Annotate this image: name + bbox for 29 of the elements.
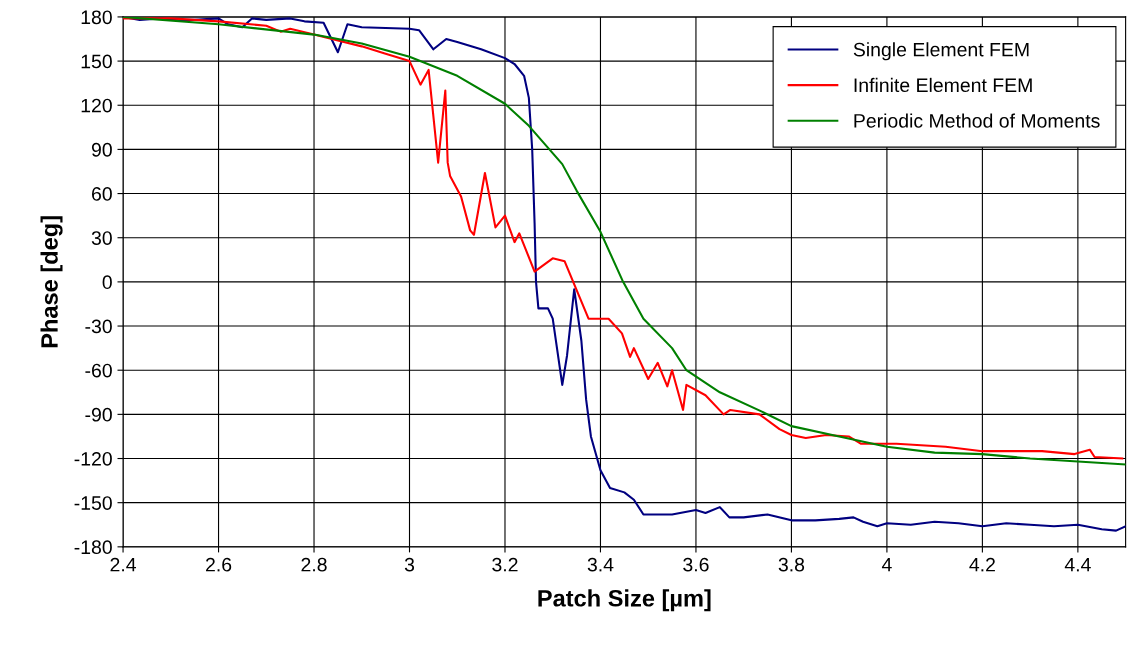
x-tick-label: 2.6 (206, 557, 232, 572)
x-tick-label: 2.8 (301, 557, 327, 572)
y-tick-label: -60 (85, 363, 112, 378)
y-tick-label: 150 (81, 54, 112, 69)
y-axis-title: Phase [deg] (40, 216, 63, 348)
y-tick-label: 120 (81, 98, 112, 113)
y-tick-label: 60 (92, 187, 112, 201)
y-tick-label: 90 (91, 142, 112, 157)
y-tick-label: -120 (74, 451, 112, 466)
y-tick-label: -180 (74, 540, 112, 555)
x-tick-label: 3.6 (683, 557, 709, 572)
y-tick-label: -90 (85, 407, 112, 422)
legend-label: Periodic Method of Moments (854, 113, 1100, 128)
x-tick-label: 4.4 (1064, 557, 1091, 572)
y-tick-label: -30 (85, 319, 112, 334)
y-tick-label: 30 (91, 231, 112, 245)
y-tick-label: 180 (81, 10, 112, 25)
x-tick-label: 3.8 (778, 557, 805, 572)
x-tick-label: 3.4 (587, 557, 614, 572)
x-tick-label: 4.2 (969, 557, 995, 572)
x-tick-label: 2.4 (110, 557, 137, 572)
x-axis-title: Patch Size [µm] (538, 589, 711, 612)
x-tick-label: 3.2 (492, 557, 518, 572)
y-tick-label: -150 (74, 496, 112, 510)
legend-label: Infinite Element FEM (854, 77, 1032, 93)
x-tick-label: 4 (881, 557, 892, 572)
y-tick-label: 0 (102, 275, 112, 290)
x-tick-label: 3 (404, 557, 415, 572)
legend-label: Single Element FEM (853, 42, 1029, 61)
